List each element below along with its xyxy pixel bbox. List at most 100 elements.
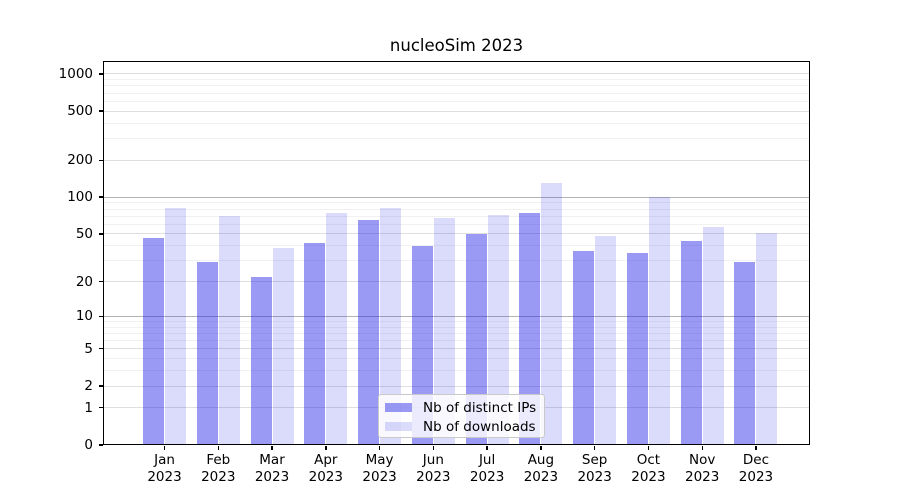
y-tick-label: 500 bbox=[67, 103, 93, 120]
gridline bbox=[104, 245, 809, 247]
x-tick-mark bbox=[701, 446, 703, 450]
gridline bbox=[104, 202, 809, 204]
gridline bbox=[104, 100, 809, 102]
x-tick-label-year: 2023 bbox=[254, 469, 290, 485]
x-tick-label-year: 2023 bbox=[308, 469, 343, 485]
x-tick-label-month: Jan bbox=[154, 452, 175, 468]
gridline bbox=[104, 348, 809, 350]
x-tick-mark bbox=[647, 446, 650, 450]
gridline bbox=[104, 233, 809, 235]
x-tick-label-year: 2023 bbox=[147, 469, 182, 485]
legend-label: Nb of distinct IPs bbox=[423, 399, 537, 416]
x-tick-label-month: Dec bbox=[742, 452, 770, 468]
x-tick-mark bbox=[486, 446, 488, 450]
x-tick-mark bbox=[217, 446, 219, 450]
bar bbox=[626, 252, 648, 444]
bar bbox=[358, 220, 380, 444]
x-tick-mark bbox=[432, 446, 435, 450]
bar bbox=[304, 243, 326, 444]
y-tick-label: 2 bbox=[84, 378, 93, 394]
gridline bbox=[104, 340, 809, 341]
gridline bbox=[104, 159, 809, 161]
x-tick-mark bbox=[540, 446, 542, 450]
y-tick-mark bbox=[99, 348, 103, 350]
gridline bbox=[104, 332, 809, 334]
gridline bbox=[104, 208, 809, 210]
gridline bbox=[104, 138, 809, 140]
legend-label: Nb of downloads bbox=[423, 418, 536, 435]
bar bbox=[756, 232, 778, 444]
y-tick-label: 1 bbox=[84, 399, 93, 416]
bar bbox=[519, 213, 541, 444]
bar bbox=[250, 276, 272, 444]
y-tick-label: 5 bbox=[84, 340, 93, 357]
bar bbox=[326, 213, 348, 444]
y-tick-mark bbox=[99, 385, 103, 387]
bar bbox=[218, 216, 240, 444]
x-tick-mark bbox=[325, 446, 327, 450]
bar bbox=[702, 226, 724, 444]
x-tick-label-year: 2023 bbox=[685, 469, 720, 485]
x-tick-label: Mar 2023 bbox=[240, 452, 304, 486]
x-tick-mark bbox=[271, 446, 273, 450]
x-tick-label: Dec 2023 bbox=[724, 452, 788, 486]
gridline bbox=[104, 122, 809, 124]
x-tick-label-month: Feb bbox=[206, 452, 231, 468]
x-tick-label: May 2023 bbox=[348, 452, 412, 486]
y-tick-label: 1000 bbox=[58, 65, 93, 82]
x-tick-mark bbox=[378, 446, 381, 450]
x-tick-label-year: 2023 bbox=[577, 469, 612, 485]
gridline bbox=[104, 385, 809, 387]
gridline bbox=[104, 92, 809, 94]
gridline bbox=[104, 223, 809, 225]
y-tick-label: 20 bbox=[75, 273, 93, 290]
y-tick-mark bbox=[99, 407, 103, 409]
bar bbox=[143, 238, 164, 444]
x-tick-label: Sep 2023 bbox=[563, 452, 627, 486]
x-tick-label-year: 2023 bbox=[362, 469, 397, 485]
x-tick-label: Nov 2023 bbox=[670, 452, 734, 486]
x-tick-label: Jun 2023 bbox=[401, 452, 465, 486]
x-tick-label-year: 2023 bbox=[201, 469, 236, 485]
x-tick-label-year: 2023 bbox=[469, 469, 505, 485]
gridline bbox=[104, 215, 809, 217]
legend-item: Nb of downloads bbox=[379, 417, 544, 436]
bar bbox=[573, 251, 595, 444]
x-tick-label-year: 2023 bbox=[416, 469, 451, 485]
bar bbox=[595, 236, 617, 444]
bar bbox=[734, 262, 756, 444]
bar bbox=[465, 233, 487, 444]
x-tick-mark bbox=[163, 446, 166, 450]
bar bbox=[680, 240, 702, 444]
gridline bbox=[104, 370, 809, 372]
y-tick-label: 10 bbox=[75, 308, 93, 325]
x-tick-label-month: Oct bbox=[636, 452, 661, 468]
chart-title: nucleoSim 2023 bbox=[389, 36, 524, 55]
y-tick-mark bbox=[99, 315, 103, 317]
x-tick-label: Jan 2023 bbox=[133, 452, 197, 486]
y-tick-mark bbox=[99, 280, 103, 283]
x-tick-label-month: Jun bbox=[422, 452, 444, 468]
x-tick-mark bbox=[755, 446, 757, 450]
y-tick-mark bbox=[99, 196, 103, 198]
gridline bbox=[104, 326, 809, 328]
x-tick-mark bbox=[593, 446, 596, 450]
y-tick-label: 50 bbox=[75, 225, 93, 242]
gridline bbox=[104, 281, 809, 282]
x-tick-label-year: 2023 bbox=[631, 469, 666, 485]
legend-swatch bbox=[385, 421, 412, 432]
bar bbox=[433, 217, 455, 444]
gridline bbox=[104, 260, 809, 262]
y-tick-mark bbox=[99, 233, 103, 235]
bar bbox=[380, 208, 402, 444]
legend-swatch bbox=[385, 402, 412, 413]
gridline bbox=[104, 79, 809, 81]
x-tick-label: Aug 2023 bbox=[509, 452, 573, 486]
x-tick-label-month: Mar bbox=[259, 452, 285, 468]
x-tick-label-month: May bbox=[365, 452, 394, 468]
x-tick-label-month: Aug bbox=[527, 452, 555, 468]
bar bbox=[272, 248, 294, 444]
x-tick-label-year: 2023 bbox=[523, 469, 559, 485]
x-tick-label-month: Nov bbox=[689, 452, 716, 468]
y-tick-label: 200 bbox=[67, 152, 93, 169]
